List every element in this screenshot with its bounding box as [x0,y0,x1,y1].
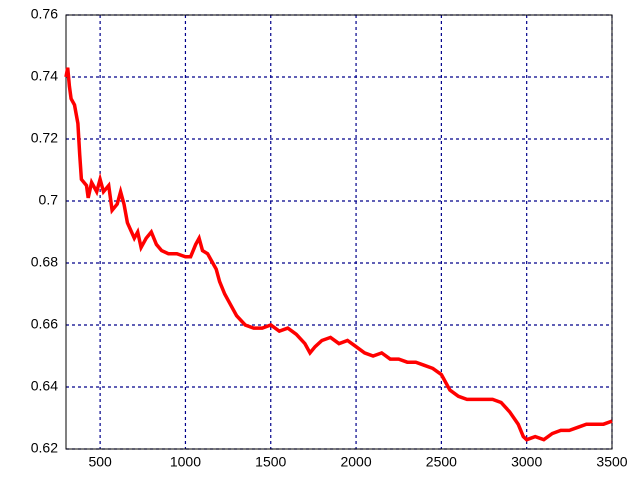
y-tick-label: 0.62 [31,440,58,456]
y-tick-label: 0.7 [39,192,59,208]
y-tick-label: 0.64 [31,378,58,394]
plot-area [66,15,612,449]
y-tick-label: 0.72 [31,130,58,146]
x-tick-label: 1500 [255,454,286,470]
y-tick-label: 0.66 [31,316,58,332]
x-tick-label: 2500 [426,454,457,470]
x-tick-label: 3000 [511,454,542,470]
y-tick-label: 0.74 [31,68,58,84]
data-line [64,67,613,442]
y-tick-label: 0.68 [31,254,58,270]
x-tick-label: 2000 [340,454,371,470]
y-tick-label: 0.76 [31,6,58,22]
x-tick-label: 1000 [170,454,201,470]
axes-box [65,14,613,450]
x-tick-label: 500 [88,454,112,470]
x-tick-label: 3500 [596,454,627,470]
